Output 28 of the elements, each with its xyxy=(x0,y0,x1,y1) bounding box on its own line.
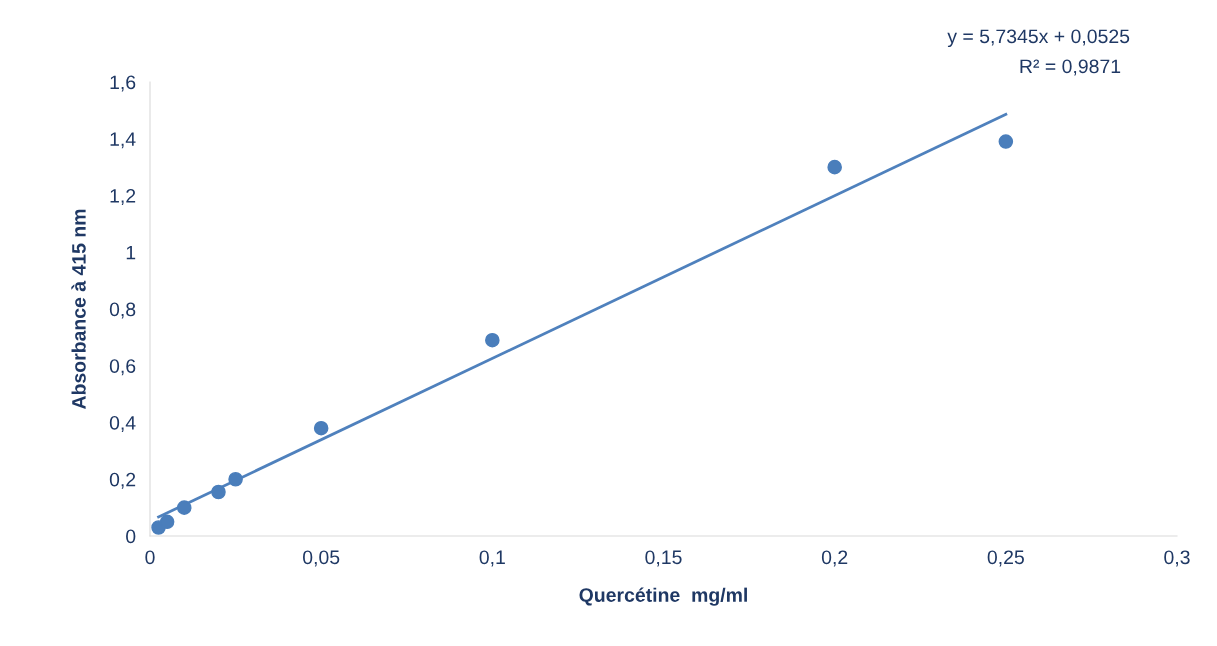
point xyxy=(211,484,226,500)
point xyxy=(159,514,175,530)
point xyxy=(228,471,243,487)
x-tick-label: 0,1 xyxy=(479,550,505,567)
x-tick-label: 0 xyxy=(145,550,155,565)
point xyxy=(998,134,1014,149)
point xyxy=(313,420,329,436)
x-tick-label: 0,2 xyxy=(821,550,848,567)
y-tick-label: 1 xyxy=(126,245,136,260)
x-tick-label: 0,15 xyxy=(645,550,682,567)
point xyxy=(485,332,500,348)
x-tick-label: 0,3 xyxy=(1164,550,1190,567)
point xyxy=(827,159,842,175)
y-tick-label: 0,6 xyxy=(109,359,136,376)
y-tick-label: 0,8 xyxy=(109,302,136,319)
x-tick-label: 0,25 xyxy=(987,550,1024,567)
y-axis-title: Absorbance à 415 nm xyxy=(71,209,86,410)
x-tick-label: 0,05 xyxy=(303,550,340,567)
y-tick-label: 1,2 xyxy=(110,188,136,206)
text: R² = 0,9871 xyxy=(1020,59,1121,76)
y-tick-label: 0,2 xyxy=(109,472,136,489)
y-tick-label: 0 xyxy=(126,529,136,544)
y-tick-label: 1,4 xyxy=(110,132,136,149)
x-axis-title: Quercétine mg/ml xyxy=(579,587,747,606)
y-tick-label: 1,6 xyxy=(110,75,136,92)
point xyxy=(176,500,192,515)
y-tick-label: 0,4 xyxy=(109,415,136,433)
text: y = 5,7345x + 0,0525 xyxy=(947,29,1130,48)
